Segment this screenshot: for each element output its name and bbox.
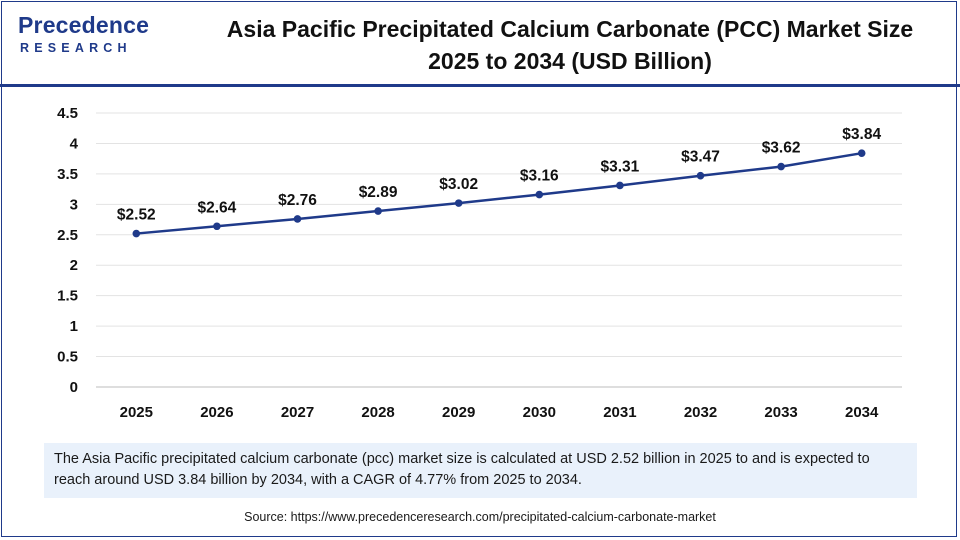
axis-layer: 0 0.5 1 1.5 2 2.5 3 3.5 4 4.5 2025 2026 2027 2028 2029… — [57, 105, 902, 421]
brand-name: Precedence — [18, 12, 150, 38]
x-tick-label: 2034 — [845, 404, 879, 421]
brand-logo: Precedence RESEARCH — [18, 12, 168, 68]
label-layer: $2.52 $2.64 $2.76 $2.89 $3.02 $3.16 $3.31 $3.47… — [117, 126, 882, 223]
data-label: $2.52 — [117, 207, 156, 224]
header: Precedence RESEARCH Asia Pacific Precipi… — [0, 0, 960, 84]
y-tick-label: 3.5 — [57, 166, 78, 183]
x-tick-label: 2025 — [120, 404, 153, 421]
data-label: $2.64 — [198, 199, 237, 216]
summary-caption: The Asia Pacific precipitated calcium ca… — [44, 443, 917, 498]
y-tick-label: 1 — [70, 318, 78, 335]
data-point — [777, 162, 785, 171]
y-tick-label: 3 — [70, 196, 78, 213]
x-tick-label: 2028 — [361, 404, 394, 421]
page-title: Asia Pacific Precipitated Calcium Carbon… — [226, 16, 914, 74]
data-label: $3.84 — [842, 126, 881, 143]
x-tick-label: 2030 — [523, 404, 556, 421]
x-tick-label: 2029 — [442, 404, 475, 421]
data-label: $3.62 — [762, 140, 801, 157]
data-point — [454, 199, 463, 207]
brand-tagline: RESEARCH — [20, 41, 132, 55]
data-label: $2.76 — [278, 192, 317, 209]
grid-layer — [96, 112, 902, 358]
x-tick-label: 2033 — [764, 404, 797, 421]
series-line — [136, 151, 862, 235]
header-divider — [0, 84, 960, 87]
series-layer — [132, 149, 866, 238]
data-label: $3.02 — [439, 176, 478, 193]
data-point — [857, 149, 866, 157]
y-tick-label: 4 — [70, 135, 79, 152]
x-tick-label: 2026 — [200, 404, 233, 421]
y-tick-label: 4.5 — [57, 105, 78, 122]
line-chart: 0 0.5 1 1.5 2 2.5 3 3.5 4 4.5 2025 2026 2027 2028 2029… — [57, 105, 902, 421]
data-label: $3.16 — [520, 168, 559, 185]
data-label: $2.89 — [359, 184, 398, 201]
data-label: $3.31 — [601, 158, 640, 175]
y-tick-label: 0 — [70, 379, 78, 396]
data-point — [616, 181, 624, 190]
data-point — [213, 222, 221, 231]
data-point — [293, 215, 302, 223]
data-point — [535, 190, 544, 199]
x-tick-label: 2032 — [684, 404, 717, 421]
data-label: $3.47 — [681, 149, 720, 166]
data-point — [132, 229, 141, 238]
source-note: Source: https://www.precedenceresearch.c… — [244, 510, 716, 524]
x-tick-label: 2027 — [281, 404, 314, 421]
y-tick-label: 2.5 — [57, 227, 78, 244]
data-point — [374, 207, 382, 215]
y-tick-label: 2 — [70, 257, 78, 274]
y-tick-label: 0.5 — [57, 349, 78, 366]
data-point — [696, 171, 705, 180]
y-tick-label: 1.5 — [57, 288, 78, 305]
x-tick-label: 2031 — [603, 404, 636, 421]
